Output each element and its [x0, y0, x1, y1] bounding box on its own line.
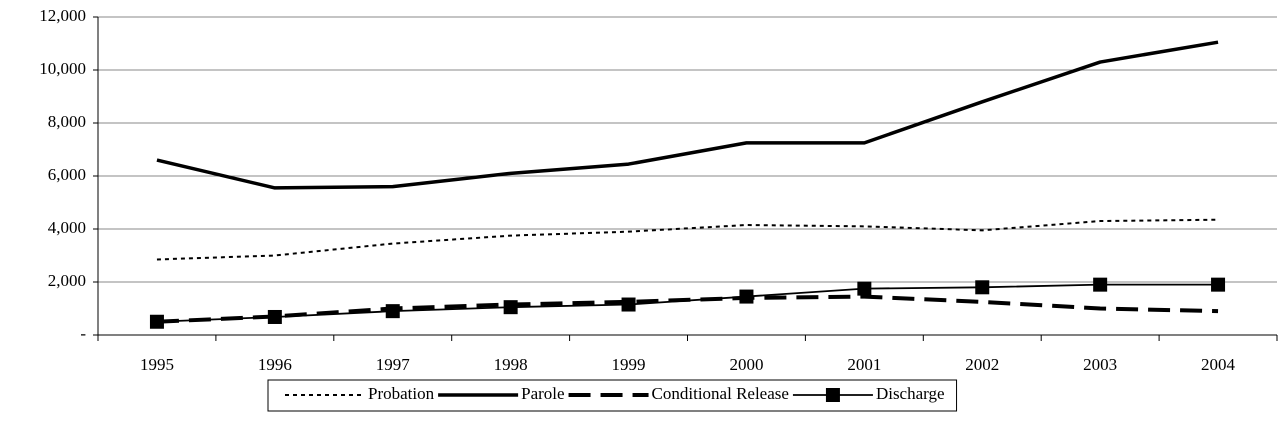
y-tick-label: 6,000	[48, 165, 86, 184]
series-marker	[149, 314, 164, 329]
x-tick-label: 1999	[612, 355, 646, 374]
series-marker	[267, 309, 282, 324]
legend-marker	[825, 388, 840, 402]
series-marker	[1211, 277, 1226, 292]
series-marker	[503, 300, 518, 315]
legend-label: Parole	[521, 384, 564, 403]
x-tick-label: 2000	[729, 355, 763, 374]
series-marker	[975, 280, 990, 295]
x-tick-label: 1998	[494, 355, 528, 374]
x-tick-label: 1995	[140, 355, 174, 374]
series-marker	[739, 289, 754, 304]
x-tick-label: 2003	[1083, 355, 1117, 374]
x-tick-label: 2001	[847, 355, 881, 374]
series-line	[156, 218, 1219, 261]
y-tick-label: -	[80, 324, 86, 343]
y-tick-label: 8,000	[48, 112, 86, 131]
series-marker	[857, 281, 872, 296]
legend-label: Discharge	[876, 384, 945, 403]
series-line	[156, 40, 1219, 190]
series-marker	[385, 304, 400, 319]
x-tick-label: 1996	[258, 355, 292, 374]
series-marker	[1093, 277, 1108, 292]
x-tick-label: 2002	[965, 355, 999, 374]
series-marker	[621, 297, 636, 312]
series-line	[156, 283, 1219, 323]
y-tick-label: 10,000	[39, 59, 86, 78]
legend-label: Probation	[368, 384, 435, 403]
legend-box	[267, 379, 958, 412]
y-tick-label: 4,000	[48, 218, 86, 237]
y-tick-label: 12,000	[39, 6, 86, 25]
legend-label: Conditional Release	[652, 384, 789, 403]
x-tick-label: 1997	[376, 355, 411, 374]
x-tick-label: 2004	[1201, 355, 1236, 374]
y-tick-label: 2,000	[48, 271, 86, 290]
